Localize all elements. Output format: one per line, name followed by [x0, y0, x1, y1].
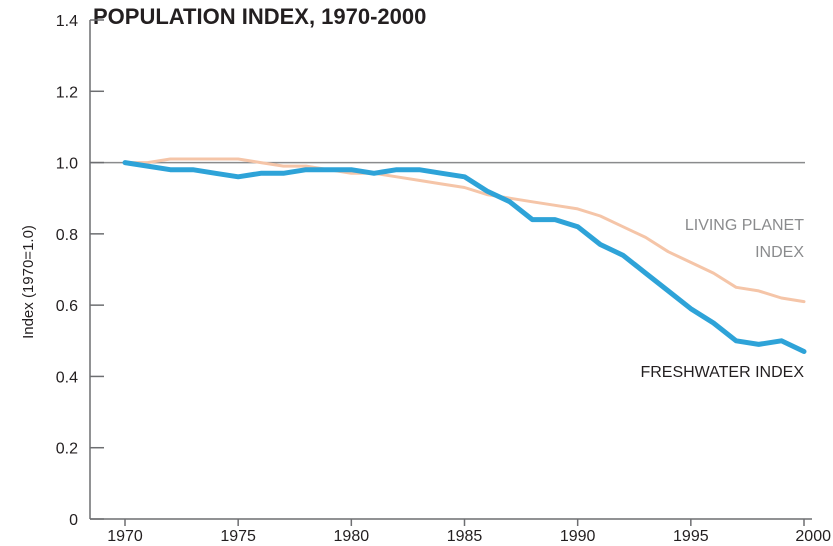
x-tick-label: 1980 — [334, 528, 370, 545]
x-tick-label: 1995 — [673, 528, 709, 545]
series-line-freshwater — [122, 160, 807, 354]
series-labels: LIVING PLANET INDEX FRESHWATER INDEX — [640, 217, 804, 381]
chart-title: POPULATION INDEX, 1970-2000 — [93, 4, 426, 29]
y-tick-label: 0 — [69, 512, 78, 529]
series-label: FRESHWATER INDEX — [640, 364, 804, 381]
y-tick-label: 0.8 — [56, 227, 78, 244]
x-tick-label: 1970 — [107, 528, 143, 545]
y-axis-label: Index (1970=1.0) — [20, 225, 37, 339]
series-label: INDEX — [755, 244, 804, 261]
x-tick-label: 1990 — [560, 528, 596, 545]
axes: 0 0.2 0.4 0.6 0.8 1.0 1.2 1.4 1970 1975 1980 1985 19… — [56, 13, 831, 545]
x-tick-label: 2000 — [795, 528, 831, 545]
y-tick-label: 0.2 — [56, 441, 78, 458]
y-tick-label: 0.6 — [56, 298, 78, 315]
x-tick-label: 1985 — [447, 528, 483, 545]
x-tick-label: 1975 — [220, 528, 256, 545]
series-layer — [122, 157, 807, 354]
y-tick-label: 0.4 — [56, 369, 78, 386]
y-tick-label: 1.0 — [56, 156, 78, 173]
y-tick-label: 1.2 — [56, 84, 78, 101]
series-label: LIVING PLANET — [685, 217, 804, 234]
y-tick-label: 1.4 — [56, 13, 78, 30]
series-line-living-planet — [123, 157, 806, 304]
